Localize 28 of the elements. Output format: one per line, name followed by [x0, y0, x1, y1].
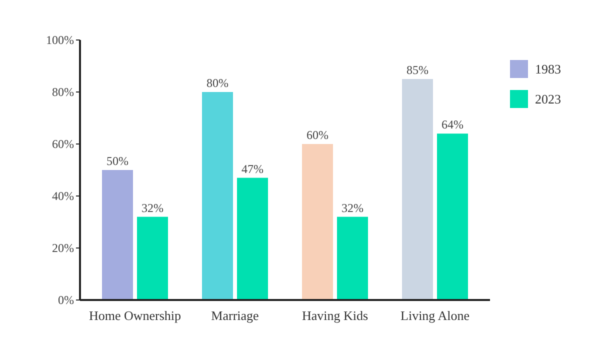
y-tick-label: 100%: [46, 33, 74, 48]
bar: [137, 216, 168, 300]
bar: [237, 178, 268, 300]
x-tick-label: Home Ownership: [88, 308, 182, 323]
y-tick-label: 80%: [52, 85, 74, 100]
bar: [302, 144, 333, 300]
y-tick-label: 40%: [52, 189, 74, 204]
y-tick-label: 0%: [58, 293, 74, 308]
bar: [202, 92, 233, 300]
x-tick-label: Having Kids: [302, 308, 368, 323]
text: 64%: [442, 118, 464, 132]
x-tick-label: Marriage: [211, 308, 260, 323]
legend-label: 2023: [535, 92, 561, 107]
bar: [402, 79, 433, 300]
text: 60%: [306, 128, 328, 142]
text: 32%: [142, 200, 164, 215]
bar: [437, 134, 468, 300]
text: 32%: [342, 200, 364, 215]
legend-label: 1983: [535, 62, 561, 77]
y-tick-label: 60%: [52, 137, 74, 152]
text: 47%: [242, 162, 264, 176]
y-tick-label: 20%: [52, 241, 74, 256]
bar: [102, 170, 133, 300]
x-tick-label: Living Alone: [400, 308, 470, 323]
text: 85%: [406, 63, 428, 77]
bar: [337, 216, 368, 300]
text: 50%: [106, 154, 128, 168]
text: 80%: [206, 76, 228, 90]
